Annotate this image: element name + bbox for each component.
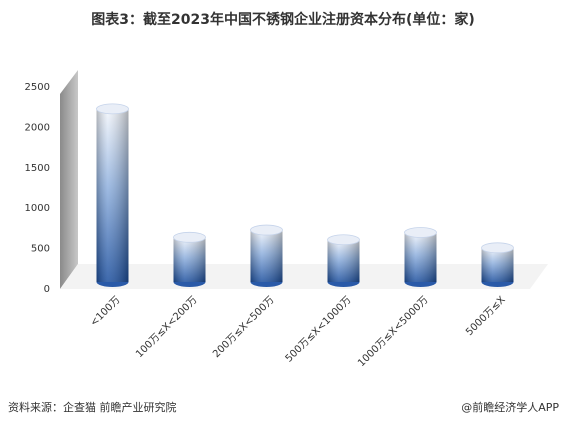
y-tick-label: 500 <box>31 244 50 255</box>
y-tick-label: 0 <box>44 284 50 295</box>
brand: @前瞻经济学人APP <box>461 400 559 414</box>
chart-title: 图表3：截至2023年中国不锈钢企业注册资本分布(单位：家) <box>91 11 475 28</box>
y-tick-label: 1000 <box>25 203 50 214</box>
bar-shade <box>250 230 283 282</box>
x-tick-label: 100万≤X<200万 <box>134 294 200 360</box>
y-tick-label: 2000 <box>25 122 50 133</box>
cylinder-top <box>96 103 129 115</box>
bar-shade <box>481 247 514 282</box>
x-tick-label: 5000万≤X <box>464 294 508 338</box>
x-tick-label: 1000万≤X<5000万 <box>356 294 431 369</box>
bar-shade <box>96 108 129 282</box>
bar-shade <box>173 237 206 282</box>
cylinder-top <box>327 234 360 246</box>
x-tick-label: 200万≤X<500万 <box>211 294 277 360</box>
source: 资料来源：企查猫 前瞻产业研究院 <box>8 400 177 414</box>
cylinder-top <box>404 227 437 238</box>
back-wall <box>60 70 78 289</box>
bar-shade <box>327 239 360 282</box>
x-tick-label: <100万 <box>88 294 122 328</box>
plot: 0 500 1000 1500 2000 2500 <100万 100万≤X<200万 200万… <box>25 82 514 369</box>
y-tick-label: 1500 <box>25 163 50 174</box>
floor <box>60 264 548 289</box>
y-tick-label: 2500 <box>25 82 50 93</box>
cylinder-top <box>250 224 283 236</box>
bar-shade <box>404 232 437 282</box>
x-tick-label: 500万≤X<1000万 <box>284 294 354 364</box>
cylinder-top <box>173 231 206 243</box>
cylinder-top <box>481 242 514 254</box>
